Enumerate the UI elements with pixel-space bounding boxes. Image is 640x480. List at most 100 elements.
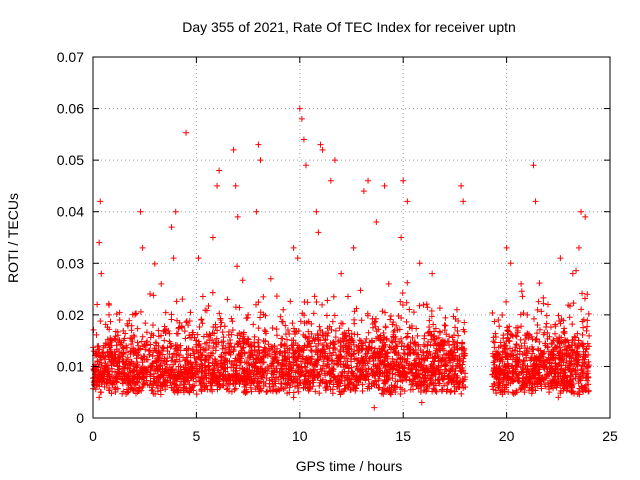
- data-point: [335, 357, 342, 364]
- data-point: [332, 376, 339, 383]
- data-point: [168, 311, 175, 318]
- data-point: [294, 255, 301, 262]
- data-point: [454, 372, 461, 379]
- data-point: [96, 378, 103, 385]
- data-point: [535, 361, 542, 368]
- data-point: [206, 343, 213, 350]
- data-point: [406, 346, 413, 353]
- data-point: [308, 343, 315, 350]
- data-point: [277, 313, 284, 320]
- data-point: [123, 386, 130, 393]
- data-point: [522, 336, 529, 343]
- data-point: [303, 162, 310, 169]
- data-point: [369, 370, 376, 377]
- data-point: [387, 316, 394, 323]
- data-point: [562, 362, 569, 369]
- data-point: [562, 336, 569, 343]
- data-point: [189, 347, 196, 354]
- data-point: [370, 358, 377, 365]
- data-point: [569, 365, 576, 372]
- data-point: [430, 321, 437, 328]
- data-point: [250, 371, 257, 378]
- data-point: [322, 336, 329, 343]
- data-point: [402, 370, 409, 377]
- data-point: [331, 157, 338, 164]
- data-point: [521, 389, 528, 396]
- data-point: [579, 363, 586, 370]
- data-point: [222, 364, 229, 371]
- data-point: [242, 381, 249, 388]
- data-point: [355, 358, 362, 365]
- data-point: [100, 349, 107, 356]
- data-point: [177, 373, 184, 380]
- data-point: [327, 177, 334, 184]
- data-point: [141, 353, 148, 360]
- data-point: [219, 375, 226, 382]
- data-point: [372, 323, 379, 330]
- data-point: [233, 365, 240, 372]
- data-point: [96, 346, 103, 353]
- data-point: [584, 317, 591, 324]
- data-point: [505, 370, 512, 377]
- data-point: [315, 229, 322, 236]
- data-point: [536, 280, 543, 287]
- data-point: [196, 354, 203, 361]
- data-point: [256, 388, 263, 395]
- data-point: [561, 373, 568, 380]
- data-point: [194, 331, 201, 338]
- data-point: [317, 141, 324, 148]
- data-point: [446, 359, 453, 366]
- data-point: [261, 344, 268, 351]
- data-point: [278, 318, 285, 325]
- data-point: [137, 308, 144, 315]
- data-point: [552, 321, 559, 328]
- data-point: [449, 334, 456, 341]
- data-point: [365, 329, 372, 336]
- data-point: [320, 332, 327, 339]
- data-point: [545, 348, 552, 355]
- data-point: [564, 374, 571, 381]
- data-point: [493, 374, 500, 381]
- data-point: [458, 390, 465, 397]
- data-point: [277, 380, 284, 387]
- data-point: [443, 331, 450, 338]
- data-point: [408, 366, 415, 373]
- data-point: [154, 366, 161, 373]
- data-point: [543, 312, 550, 319]
- data-point: [248, 347, 255, 354]
- data-point: [281, 347, 288, 354]
- data-point: [92, 386, 99, 393]
- data-point: [257, 365, 264, 372]
- data-point: [238, 331, 245, 338]
- data-point: [491, 354, 498, 361]
- data-point: [202, 307, 209, 314]
- data-point: [543, 323, 550, 330]
- data-point: [241, 350, 248, 357]
- data-point: [205, 302, 212, 309]
- data-point: [503, 298, 510, 305]
- data-point: [379, 308, 386, 315]
- data-point: [378, 360, 385, 367]
- data-point: [542, 383, 549, 390]
- data-point: [173, 344, 180, 351]
- data-point: [161, 327, 168, 334]
- data-point: [150, 390, 157, 397]
- data-point: [380, 391, 387, 398]
- data-point: [300, 385, 307, 392]
- data-point: [324, 297, 331, 304]
- data-point: [451, 345, 458, 352]
- data-point: [440, 339, 447, 346]
- data-point: [128, 384, 135, 391]
- data-point: [492, 330, 499, 337]
- data-point: [438, 343, 445, 350]
- data-point: [287, 298, 294, 305]
- data-point: [570, 381, 577, 388]
- data-point: [261, 327, 268, 334]
- data-point: [203, 374, 210, 381]
- data-point: [326, 323, 333, 330]
- data-point: [235, 341, 242, 348]
- data-point: [155, 333, 162, 340]
- data-point: [437, 329, 444, 336]
- data-point: [504, 369, 511, 376]
- data-point: [321, 356, 328, 363]
